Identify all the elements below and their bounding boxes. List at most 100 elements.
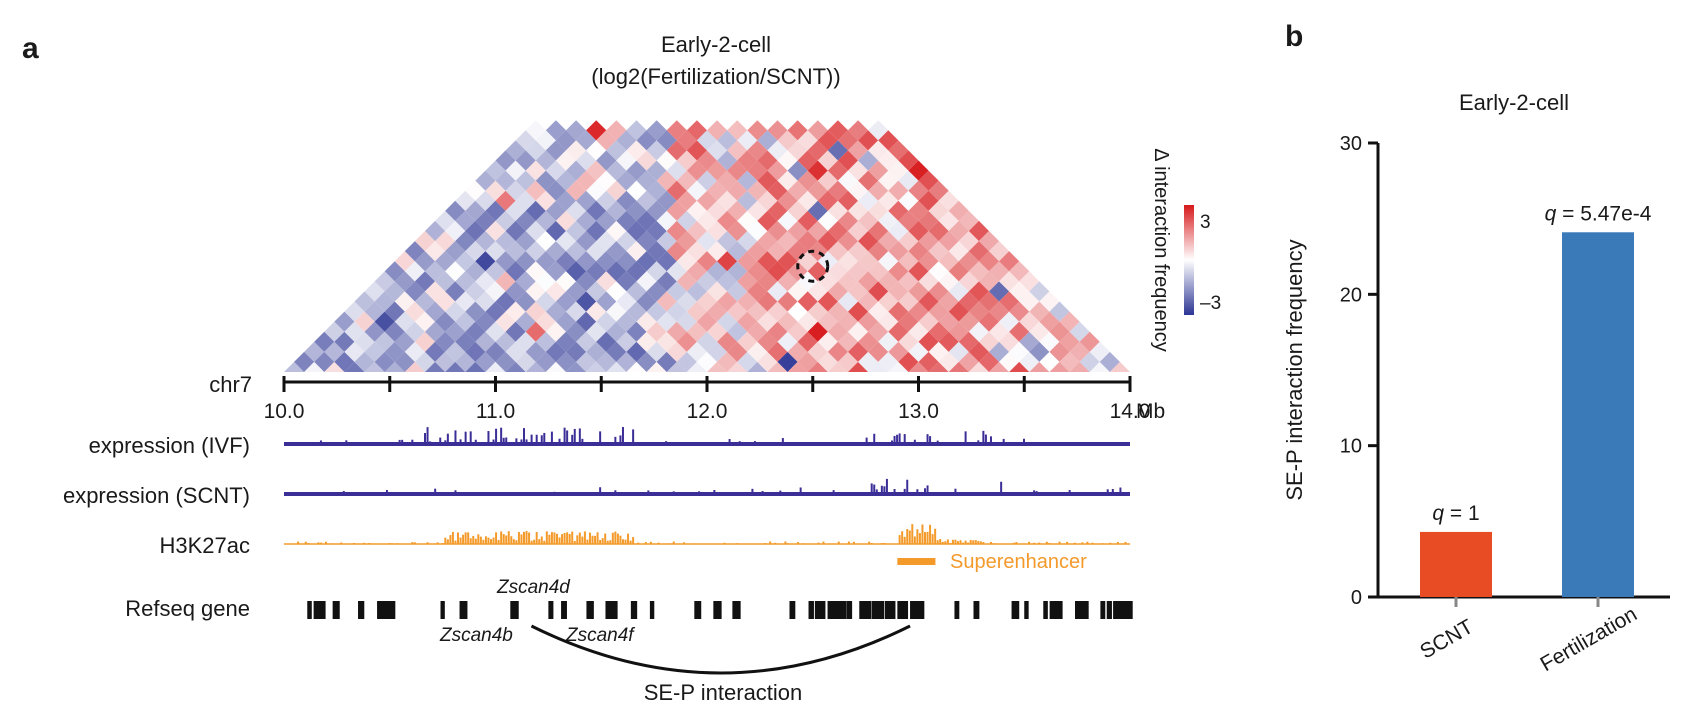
track-peak — [870, 542, 873, 544]
heatmap-cell — [475, 251, 496, 272]
track-peak — [411, 542, 414, 544]
bar-chart-title: Early-2-cell — [1459, 90, 1569, 115]
track-peak — [1101, 543, 1104, 544]
heatmap-cell — [707, 301, 728, 322]
heatmap-cell — [1019, 351, 1040, 372]
heatmap-cell — [1029, 321, 1050, 342]
heatmap-cell — [475, 190, 496, 211]
heatmap-cell — [1059, 331, 1080, 352]
track-peak — [1106, 489, 1109, 494]
track-peak — [974, 540, 977, 544]
heatmap-cell — [555, 210, 577, 231]
track-peak — [832, 490, 835, 494]
heatmap-cell — [777, 231, 798, 252]
heatmap-cell — [707, 160, 728, 181]
track-peak — [967, 542, 970, 544]
heatmap-cell — [666, 241, 687, 262]
gene-block — [884, 601, 892, 619]
heatmap-cell — [626, 241, 647, 262]
heatmap-cell — [918, 251, 939, 272]
gene-block — [871, 601, 881, 619]
track-peak — [439, 437, 442, 444]
track-peak — [992, 543, 995, 544]
heatmap-cell — [898, 291, 919, 312]
track-peak — [396, 543, 399, 544]
heatmap-cell — [455, 271, 476, 292]
track-peak — [916, 529, 919, 544]
heatmap-cell — [727, 241, 748, 262]
heatmap-cell — [576, 231, 597, 252]
track-peak — [969, 539, 972, 544]
gene-block — [1043, 601, 1048, 619]
track-peak — [941, 541, 944, 544]
track-peak — [330, 543, 333, 544]
track-peak — [784, 541, 787, 544]
heatmap-cell — [958, 311, 979, 332]
gene-block — [1081, 601, 1089, 619]
heatmap-cell — [918, 351, 939, 372]
heatmap-cell — [596, 130, 617, 151]
heatmap-cell — [475, 311, 496, 332]
heatmap-cell — [334, 331, 355, 352]
heatmap-cell — [777, 170, 798, 191]
heatmap-cell — [777, 150, 798, 171]
gene-block — [954, 601, 960, 619]
heatmap-cell — [777, 210, 798, 231]
heatmap-cell — [898, 231, 919, 252]
heatmap-cell — [535, 291, 556, 312]
heatmap-cell — [485, 220, 506, 242]
heatmap-cell — [566, 321, 587, 342]
track-peak — [619, 435, 622, 444]
track-peak — [672, 541, 675, 544]
heatmap-cell — [707, 281, 728, 302]
heatmap-cell — [1009, 321, 1030, 342]
track-peak — [454, 430, 457, 444]
heatmap-cell — [938, 291, 959, 312]
heatmap-cell — [545, 120, 566, 141]
track-peak — [391, 543, 394, 544]
heatmap-cell — [566, 341, 587, 362]
heatmap-cell — [837, 231, 859, 252]
heatmap-cell — [787, 200, 808, 221]
heatmap-cell — [445, 220, 466, 242]
track-peak — [761, 491, 764, 494]
heatmap-cell — [636, 271, 657, 292]
heatmap-cell — [495, 190, 516, 211]
gene-block — [1055, 601, 1063, 619]
panel-a-letter: a — [22, 32, 39, 65]
track-peak — [817, 542, 820, 544]
heatmap-cell — [475, 210, 496, 231]
heatmap-cell — [817, 190, 838, 211]
track-peak — [517, 532, 520, 544]
heatmap-cell — [918, 190, 939, 211]
gene-block — [916, 601, 925, 619]
heatmap-cell — [777, 331, 798, 352]
heatmap-cell — [737, 210, 758, 231]
track-peak — [477, 534, 480, 544]
heatmap-cell — [455, 331, 476, 352]
track-peak — [304, 541, 307, 544]
track-peak — [444, 440, 447, 444]
track-peak — [637, 542, 640, 544]
track-peak — [434, 488, 437, 494]
track-peak — [426, 427, 429, 444]
heatmap-cell — [475, 331, 496, 352]
heatmap-cell — [455, 210, 476, 231]
track-peak — [989, 541, 992, 544]
track-peak — [923, 532, 926, 544]
track-peak — [424, 433, 427, 444]
track-peak — [1015, 542, 1018, 544]
heatmap-cell — [767, 120, 788, 141]
heatmap-cell — [757, 150, 778, 171]
track-peak — [609, 540, 612, 544]
gene-block — [891, 601, 896, 619]
heatmap-cell — [868, 241, 889, 262]
heatmap-cell — [777, 130, 798, 151]
heatmap-cell — [666, 200, 687, 221]
track-peak — [1022, 438, 1025, 444]
heatmap-cell — [364, 281, 385, 302]
heatmap-cell — [686, 160, 707, 181]
heatmap-cell — [827, 200, 848, 221]
heatmap-cell — [616, 170, 637, 191]
heatmap-cell — [566, 180, 587, 201]
